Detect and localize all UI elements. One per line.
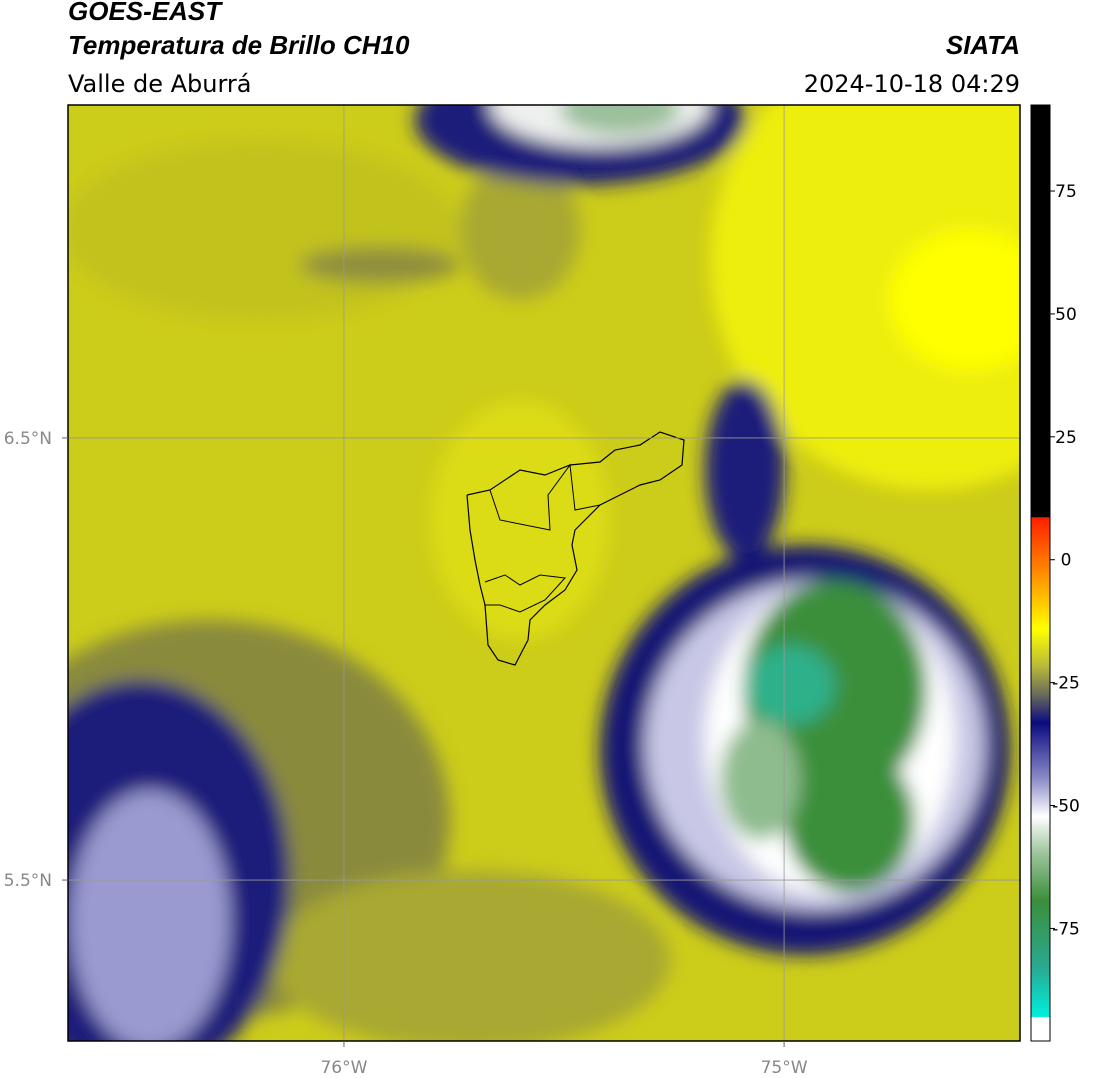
colorbar-label: 25: [1055, 428, 1077, 448]
title: GOES-EAST: [68, 0, 223, 26]
colorbar-label: -50: [1052, 797, 1080, 817]
municipal-boundary: [466, 431, 685, 666]
datetime: 2024-10-18 04:29: [804, 70, 1020, 98]
map-frame: [67, 104, 1021, 1042]
colorbar-label: -25: [1052, 674, 1080, 694]
satellite-image: [68, 105, 1020, 1041]
municipal-boundary: [484, 574, 567, 613]
subtitle: Temperatura de Brillo CH10: [68, 30, 410, 60]
y-tick-label: 6.5°N: [4, 429, 52, 449]
x-tick-label: 76°W: [320, 1058, 367, 1078]
municipal-boundary: [489, 463, 601, 531]
graticule: [68, 105, 1020, 1041]
source: SIATA: [946, 30, 1020, 60]
colorbar-label: 0: [1061, 551, 1072, 571]
colorbar-label: 50: [1055, 305, 1077, 325]
colorbar-label: -75: [1052, 919, 1080, 939]
x-tick-label: 75°W: [761, 1058, 808, 1078]
y-tick-label: 5.5°N: [4, 871, 52, 891]
colorbar: [1030, 104, 1051, 1042]
colorbar-label: 75: [1055, 182, 1077, 202]
region: Valle de Aburrá: [68, 70, 252, 98]
